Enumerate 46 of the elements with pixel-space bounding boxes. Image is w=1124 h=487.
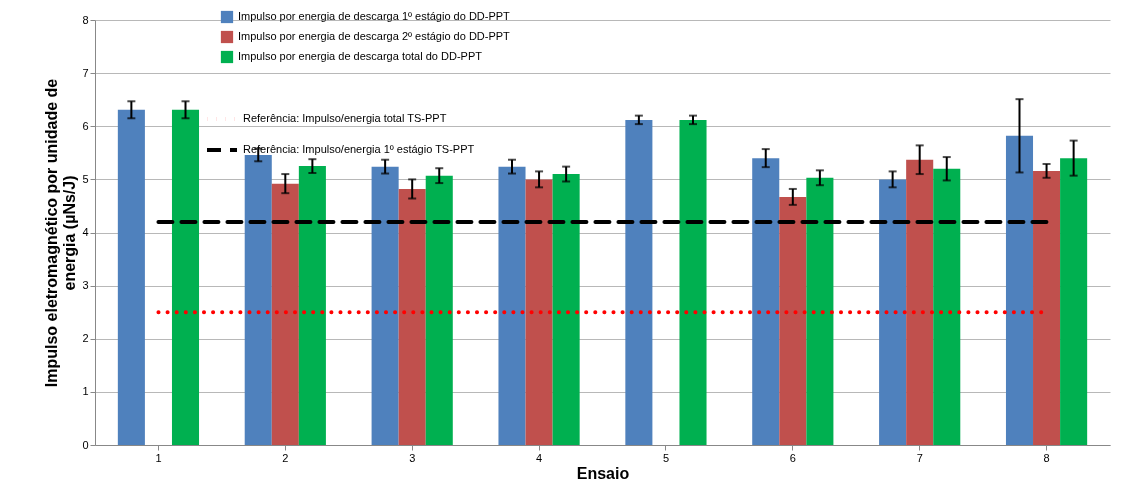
y-tick-label: 3 bbox=[82, 279, 89, 292]
legend-label: Impulso por energia de descarga 1º estágio do DD-PPT bbox=[238, 10, 511, 22]
bar bbox=[425, 175, 453, 445]
bar bbox=[906, 159, 934, 445]
bar bbox=[933, 168, 961, 445]
bar bbox=[1060, 158, 1088, 445]
bar bbox=[1033, 170, 1061, 445]
bar bbox=[117, 109, 145, 445]
legend-label: Impulso por energia de descarga total do DD-PPT bbox=[238, 50, 483, 62]
x-tick-label: 8 bbox=[1043, 451, 1050, 464]
bar bbox=[171, 109, 200, 445]
legend-label: Referência: Impulso/energia 1º estágio TS-PPT bbox=[243, 143, 475, 155]
x-axis-title: Ensaio bbox=[576, 464, 630, 482]
y-tick-label: 6 bbox=[82, 119, 89, 132]
bar bbox=[371, 166, 399, 445]
x-tick-label: 3 bbox=[409, 451, 416, 464]
x-tick-label: 7 bbox=[916, 451, 923, 464]
y-tick-label: 8 bbox=[82, 13, 89, 26]
bar bbox=[752, 158, 780, 445]
bar bbox=[271, 183, 299, 445]
y-tick-label: 2 bbox=[82, 332, 89, 345]
bar bbox=[398, 188, 426, 445]
bar bbox=[806, 177, 834, 445]
bar bbox=[679, 119, 707, 445]
bar bbox=[625, 119, 653, 445]
x-tick-label: 2 bbox=[282, 451, 289, 464]
bar bbox=[1005, 135, 1034, 445]
x-tick-label: 5 bbox=[662, 451, 669, 464]
legend-label: Impulso por energia de descarga 2º estágio do DD-PPT bbox=[238, 30, 511, 42]
bar bbox=[779, 196, 807, 445]
bar bbox=[552, 174, 580, 445]
y-axis-title: Impulso eletromagnético por unidade de energia (µNs/J) bbox=[43, 78, 79, 388]
y-tick-label: 1 bbox=[82, 385, 89, 398]
y-tick-label: 7 bbox=[82, 66, 89, 79]
bar bbox=[879, 179, 907, 445]
x-tick-label: 6 bbox=[789, 451, 796, 464]
y-tick-label: 4 bbox=[82, 226, 89, 238]
bar bbox=[298, 166, 326, 445]
bar bbox=[244, 154, 272, 445]
x-tick-label: 1 bbox=[155, 451, 162, 464]
bar bbox=[498, 166, 526, 445]
x-tick-label: 4 bbox=[536, 451, 543, 464]
y-tick-label: 0 bbox=[82, 438, 89, 451]
legend-label: Referência: Impulso/energia total TS-PPT bbox=[243, 112, 447, 124]
bar bbox=[525, 179, 553, 445]
y-tick-label: 5 bbox=[82, 172, 89, 185]
